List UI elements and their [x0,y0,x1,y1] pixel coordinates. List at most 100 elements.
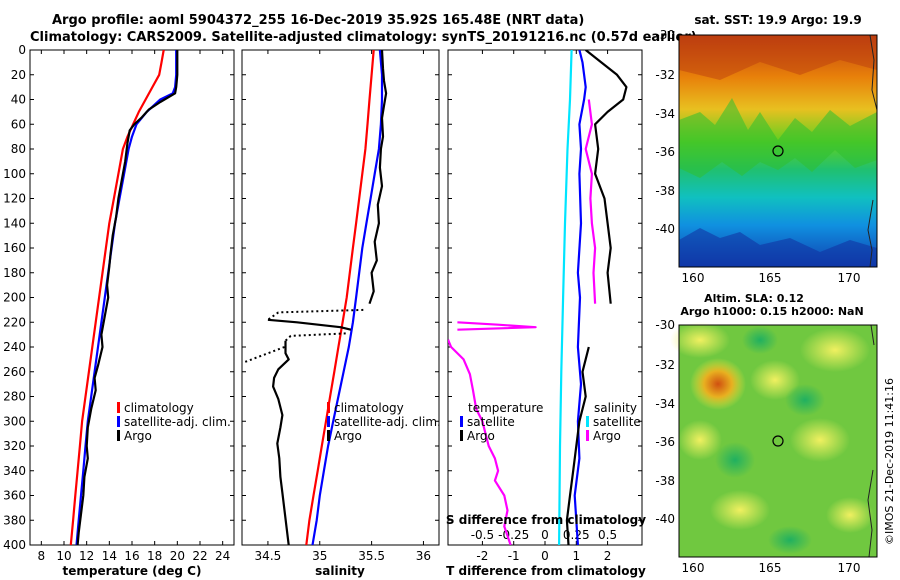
sla-blob [800,328,870,372]
x-tick-label: 34.5 [255,549,282,563]
xlabel-s-difference: S difference from climatology [446,513,646,527]
legend-label-t-satellite: satellite [467,415,515,429]
argo-location-marker [772,435,784,447]
sst-cold-patch [679,228,877,267]
x-tick-label: 35.5 [358,549,385,563]
sla-lat-tick-label: -34 [655,397,675,411]
sla-blob [785,384,825,416]
difference-panel [447,49,643,546]
series-line-argo-dotted [267,308,364,321]
sst-lat-tick-label: -30 [655,28,675,42]
salinity-legend: climatology satellite-adj. clim. Argo [327,401,441,443]
sla-lon-tick-label: 160 [682,561,705,575]
sla-map-title1: Altim. SLA: 0.12 [704,292,804,305]
difference-legend-salinity: salinity satellite Argo [586,401,641,443]
difference-legend-temperature: temperature satellite Argo [460,401,543,443]
legend-swatch-s-argo [586,430,589,441]
x-tick-label: -2 [476,549,488,563]
x-tick-label: 8 [38,549,46,563]
top-tick-label: 0.5 [598,528,617,542]
depth-tick-label: 220 [3,315,26,329]
depth-tick-label: 0 [18,43,26,57]
legend-swatch-t-satellite [460,416,463,427]
depth-tick-label: 100 [3,167,26,181]
sst-lon-tick-label: 170 [838,271,861,285]
legend-label-argo: Argo [334,429,362,443]
series-line-argo-dotted2 [284,332,346,342]
depth-tick-label: 60 [11,117,26,131]
depth-tick-label: 240 [3,340,26,354]
argo-location-marker [772,145,784,157]
series-line-satellite-adj-clim- [311,50,384,545]
depth-tick-label: 320 [3,439,26,453]
temperature-panel [29,49,235,546]
sla-blob [742,326,778,354]
series-line-argo [76,50,179,545]
x-tick-label: 20 [170,549,185,563]
sla-blob [790,418,850,462]
xlabel-t-difference: T difference from climatology [446,564,646,578]
sst-lon-axis: 160 165 170 [682,271,861,285]
legend-label-climatology: climatology [124,401,194,415]
series-line-argo-lower [267,318,352,331]
sla-lat-axis: -30 -32 -34 -36 -38 -40 [655,318,675,526]
sst-warm-patch [679,35,877,80]
legend-label-argo: Argo [124,429,152,443]
depth-tick-label: 260 [3,365,26,379]
depth-tick-label: 80 [11,142,26,156]
x-tick-label: 18 [147,549,162,563]
x-tick-label: -1 [508,549,520,563]
sla-blob [750,360,800,400]
series-line-t-satellite [558,50,573,545]
credit-text: ©IMOS 21-Dec-2019 11:41:16 [883,378,896,545]
sla-map: Altim. SLA: 0.12 Argo h1000: 0.15 h2000:… [655,292,878,575]
x-tick-label: 1 [572,549,580,563]
salinity-panel [241,49,440,546]
sst-lat-tick-label: -34 [655,107,675,121]
series-line-s-satellite-diff-deep [457,321,537,331]
sst-lon-tick-label: 160 [682,271,705,285]
series-line-s-argo-diff [585,50,628,304]
xlabel-salinity: salinity [315,564,365,578]
sst-coastline [867,34,878,268]
legend-label-climatology: climatology [334,401,404,415]
legend-title-temperature: temperature [468,401,543,415]
legend-swatch-satellite [327,416,330,427]
legend-swatch-s-satellite [586,416,589,427]
top-tick-label: 0 [541,528,549,542]
x-tick-label: 36 [416,549,431,563]
sst-lat-tick-label: -40 [655,222,675,236]
x-tick-label: 24 [215,549,230,563]
sla-coastline [867,324,875,558]
series-line-argo-deep [272,340,290,545]
sla-lat-tick-label: -40 [655,512,675,526]
series-line-argo-dotted3 [244,346,285,363]
x-tick-label: 0 [541,549,549,563]
x-tick-label: 12 [79,549,94,563]
series-line-s-satellite-diff-lower [448,339,512,545]
depth-tick-label: 300 [3,414,26,428]
series-line-climatology [69,50,165,545]
depth-tick-label: 120 [3,192,26,206]
salinity-plot: 34.5 35 35.5 36 [242,49,439,563]
sla-map-title2: Argo h1000: 0.15 h2000: NaN [680,305,863,318]
legend-label-s-argo: Argo [593,429,621,443]
sst-map: sat. SST: 19.9 Argo: 19.9 -30 -32 -34 -3… [655,13,878,285]
sla-blob [826,497,874,533]
legend-label-s-satellite: satellite [593,415,641,429]
sla-blob [678,420,722,460]
x-tick-label: 14 [102,549,117,563]
sla-blob [768,526,812,554]
temperature-plot: 8 10 12 14 16 18 20 22 24 [30,49,234,563]
x-tick-label: 35 [312,549,327,563]
series-line-s-argo-diff-deep [565,346,590,545]
depth-tick-label: 280 [3,390,26,404]
sla-blob [670,322,730,358]
depth-tick-label: 140 [3,216,26,230]
x-tick-label: 2 [604,549,612,563]
legend-swatch-satellite [117,416,120,427]
sla-blob [710,490,770,530]
temperature-legend: climatology satellite-adj. clim. Argo [117,401,231,443]
header-line2: Climatology: CARS2009. Satellite-adjuste… [30,30,697,45]
